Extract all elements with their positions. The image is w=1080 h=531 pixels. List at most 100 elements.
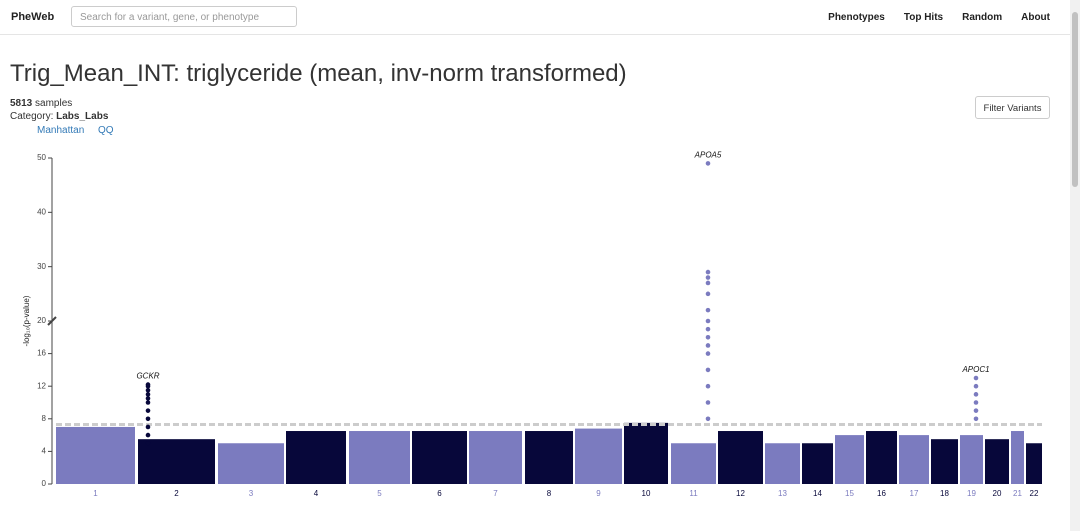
chromosome-band xyxy=(1026,443,1042,484)
peak-point xyxy=(705,367,711,373)
x-tick-label: 15 xyxy=(845,489,854,498)
peak-point xyxy=(145,387,151,393)
peak-point xyxy=(705,383,711,389)
peak-point xyxy=(705,326,711,332)
x-tick-label: 7 xyxy=(493,489,498,498)
category-label: Category: xyxy=(10,111,54,122)
peak-label: APOC1 xyxy=(961,365,989,374)
x-tick-label: 8 xyxy=(547,489,552,498)
category: Category: Labs_Labs xyxy=(10,111,108,122)
peak-point xyxy=(145,396,151,401)
y-tick-label: 20 xyxy=(37,316,46,325)
y-tick-label: 40 xyxy=(37,207,46,216)
x-tick-label: 21 xyxy=(1013,489,1022,498)
peak-point xyxy=(973,392,979,397)
x-tick-label: 17 xyxy=(910,489,919,498)
peak-point xyxy=(145,400,151,405)
x-tick-label: 10 xyxy=(642,489,651,498)
x-tick-label: 19 xyxy=(967,489,976,498)
chromosome-band xyxy=(525,431,573,484)
chromosome-band xyxy=(469,431,522,484)
x-tick-label: 3 xyxy=(249,489,254,498)
chromosome-band xyxy=(286,431,346,484)
peak-point xyxy=(705,416,711,422)
peak-point xyxy=(705,161,711,166)
peak-point xyxy=(145,416,151,422)
tab[interactable]: QQ xyxy=(98,125,114,136)
peak-point xyxy=(705,318,711,324)
x-tick-label: 14 xyxy=(813,489,822,498)
peak-point xyxy=(705,307,711,313)
filter-button[interactable]: Filter Variants xyxy=(975,96,1050,119)
scrollbar-thumb[interactable] xyxy=(1072,12,1078,187)
nav-link[interactable]: Phenotypes xyxy=(828,12,885,23)
chromosome-band xyxy=(412,431,467,484)
chromosome-band xyxy=(56,426,135,484)
samples-label: samples xyxy=(35,98,73,109)
chromosome-band xyxy=(718,431,763,484)
peak-point xyxy=(705,275,711,280)
chromosome-band xyxy=(931,439,958,484)
x-tick-label: 9 xyxy=(596,489,601,498)
chromosome-band xyxy=(624,422,668,484)
samples: 5813 samples xyxy=(10,98,72,109)
y-axis-label: -log₁₀(p-value) xyxy=(22,295,31,346)
peak-point xyxy=(705,291,711,297)
peak-label: APOA5 xyxy=(694,151,722,160)
peak-point xyxy=(145,382,151,387)
peak-point xyxy=(973,416,979,422)
peak-point xyxy=(705,343,711,348)
peak-point xyxy=(973,400,979,405)
navbar: PheWeb Search for a variant, gene, or ph… xyxy=(0,0,1070,35)
x-tick-label: 11 xyxy=(689,489,698,498)
x-tick-label: 18 xyxy=(940,489,949,498)
nav-link[interactable]: Top Hits xyxy=(903,12,944,23)
peak-point xyxy=(705,280,711,286)
chromosome-band xyxy=(960,435,983,484)
nav-link[interactable]: Random xyxy=(962,12,1003,23)
category-value: Labs_Labs xyxy=(56,111,109,122)
chromosome-band xyxy=(835,435,864,484)
x-tick-label: 12 xyxy=(736,489,745,498)
chromosome-band xyxy=(866,431,897,484)
x-tick-label: 20 xyxy=(993,489,1002,498)
chromosome-band xyxy=(1011,431,1024,484)
peak-point xyxy=(705,351,711,356)
peak-point xyxy=(973,375,979,381)
y-tick-label: 30 xyxy=(37,262,46,271)
y-tick-label: 0 xyxy=(42,479,47,488)
x-tick-label: 4 xyxy=(314,489,319,498)
x-tick-label: 2 xyxy=(174,489,179,498)
peak-point xyxy=(145,392,151,397)
x-tick-label: 5 xyxy=(377,489,382,498)
y-tick-label: 8 xyxy=(42,414,47,423)
peak-point xyxy=(145,432,151,438)
y-tick-label: 16 xyxy=(37,349,46,358)
scrollbar[interactable] xyxy=(1070,0,1080,531)
tab[interactable]: Manhattan xyxy=(37,125,85,136)
peak-point xyxy=(145,408,151,413)
chromosome-band xyxy=(349,431,410,484)
peak-point xyxy=(145,440,151,446)
x-tick-label: 16 xyxy=(877,489,886,498)
chromosome-band xyxy=(985,439,1009,484)
y-tick-label: 12 xyxy=(37,381,46,390)
brand[interactable]: PheWeb xyxy=(11,11,55,23)
page-title: Trig_Mean_INT: triglyceride (mean, inv-n… xyxy=(10,60,627,87)
nav-link[interactable]: About xyxy=(1021,12,1050,23)
peak-point xyxy=(705,269,711,275)
chromosome-band xyxy=(899,435,929,484)
y-tick-label: 4 xyxy=(42,447,47,456)
chromosome-band xyxy=(575,428,622,484)
chromosome-band xyxy=(802,443,833,484)
search-box[interactable]: Search for a variant, gene, or phenotype xyxy=(71,6,297,27)
peak-point xyxy=(973,408,979,413)
chromosome-band xyxy=(671,443,716,484)
chromosome-band xyxy=(218,443,284,484)
peak-point xyxy=(973,383,979,389)
peak-point xyxy=(145,424,151,430)
chromosome-band xyxy=(138,439,215,484)
x-tick-label: 6 xyxy=(437,489,442,498)
